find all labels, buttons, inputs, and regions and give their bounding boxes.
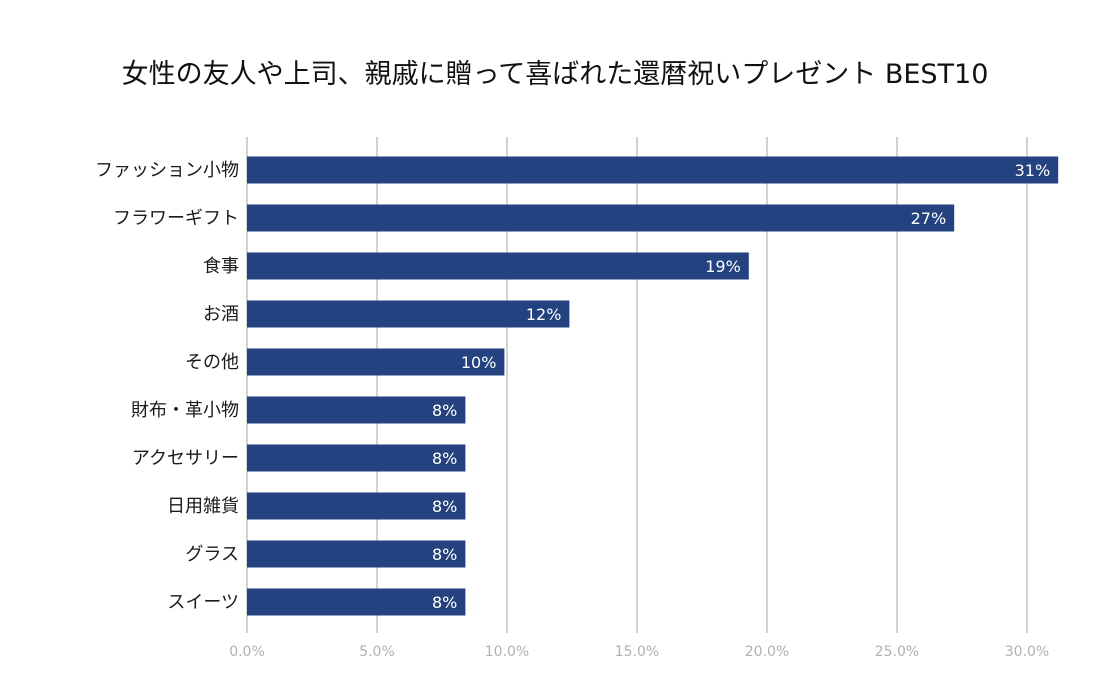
category-label: 日用雑貨 [167, 496, 239, 517]
x-tick-label: 20.0% [745, 644, 789, 660]
bar [247, 444, 466, 472]
bar [247, 540, 466, 568]
data-label: 27% [911, 209, 947, 228]
x-tick-label: 25.0% [875, 644, 919, 660]
bar [247, 588, 466, 616]
category-label: グラス [185, 544, 239, 565]
category-label: アクセサリー [132, 448, 239, 469]
chart-title: 女性の友人や上司、親戚に贈って喜ばれた還暦祝いプレゼント BEST10 [121, 59, 989, 90]
bar [247, 348, 505, 376]
bar [247, 492, 466, 520]
bar [247, 252, 749, 280]
category-label: お酒 [203, 304, 239, 325]
bar [247, 300, 570, 328]
x-tick-label: 0.0% [229, 644, 265, 660]
data-label: 10% [461, 353, 497, 372]
data-label: 12% [526, 305, 562, 324]
data-label: 8% [432, 401, 457, 420]
category-label: ファッション小物 [95, 160, 239, 181]
bar [247, 156, 1059, 184]
category-label: 財布・革小物 [131, 400, 239, 421]
data-label: 8% [432, 545, 457, 564]
category-label: フラワーギフト [113, 208, 239, 229]
data-label: 19% [705, 257, 741, 276]
category-label: その他 [185, 352, 239, 373]
x-tick-label: 10.0% [485, 644, 529, 660]
category-label: スイーツ [167, 592, 239, 613]
x-tick-label: 30.0% [1005, 644, 1049, 660]
x-tick-label: 5.0% [359, 644, 395, 660]
data-label: 8% [432, 449, 457, 468]
data-label: 8% [432, 497, 457, 516]
data-label: 8% [432, 593, 457, 612]
data-label: 31% [1015, 161, 1051, 180]
bar [247, 396, 466, 424]
bar [247, 204, 955, 232]
category-label: 食事 [203, 256, 239, 277]
x-tick-label: 15.0% [615, 644, 659, 660]
